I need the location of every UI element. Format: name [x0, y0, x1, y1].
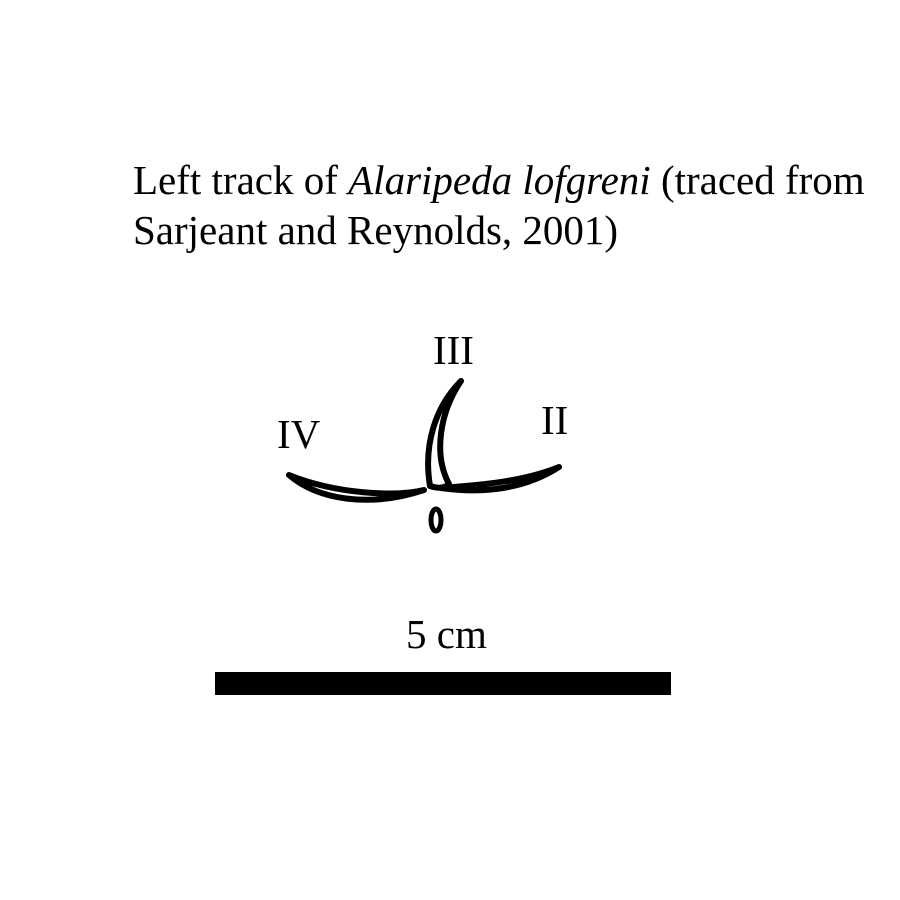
caption-prefix: Left track of: [133, 157, 349, 203]
digit-iv-outline: [286, 472, 427, 503]
caption-species-name: Alaripeda lofgreni: [348, 157, 651, 203]
digit-label-ii: II: [541, 397, 569, 443]
scale-bar: [215, 672, 671, 695]
figure-caption: Left track of Alaripeda lofgreni (traced…: [133, 155, 873, 255]
digit-label-iv: IV: [277, 411, 321, 457]
scale-bar-label: 5 cm: [406, 611, 487, 657]
digit-iii-outline: [425, 378, 464, 491]
heel-mark: [428, 506, 444, 534]
digit-label-iii: III: [433, 327, 474, 373]
digit-ii-outline: [438, 464, 562, 494]
caption-suffix: (traced from Sarjeant and Reynolds, 2001…: [133, 157, 865, 253]
